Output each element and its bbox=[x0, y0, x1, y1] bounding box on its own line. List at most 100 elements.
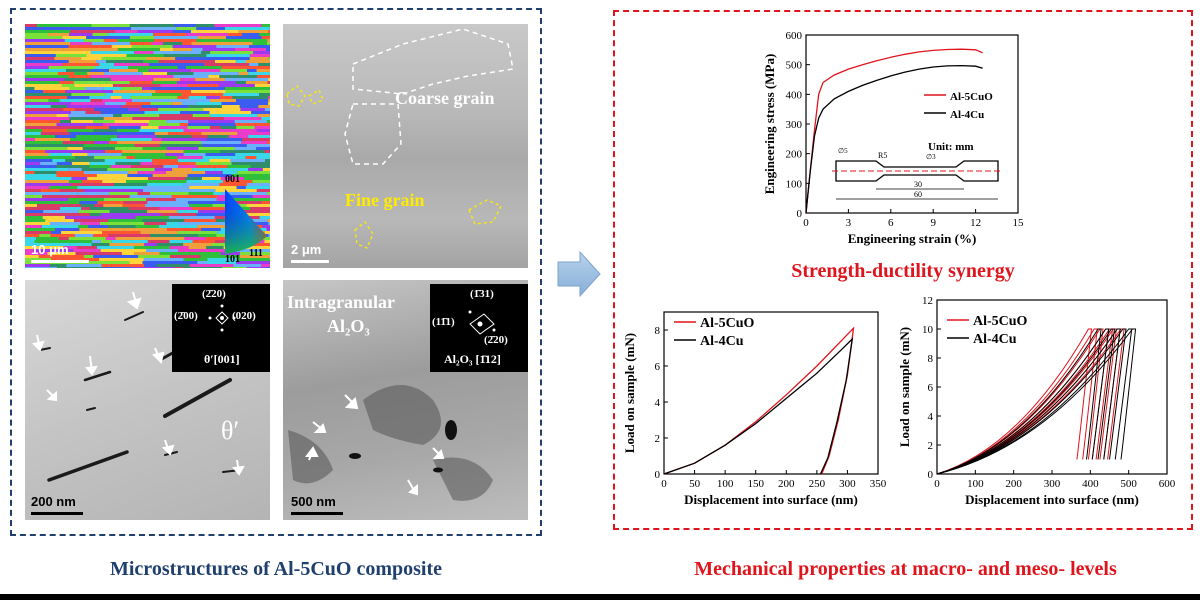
ebsd-grain bbox=[73, 81, 107, 84]
ebsd-grain bbox=[88, 225, 108, 228]
ebsd-grain bbox=[180, 111, 210, 114]
ebsd-grain bbox=[69, 132, 117, 135]
ebsd-grain bbox=[123, 201, 148, 204]
ebsd-grain bbox=[62, 63, 100, 66]
ebsd-grain bbox=[209, 126, 221, 129]
ebsd-grain bbox=[56, 174, 97, 177]
ebsd-grain bbox=[149, 120, 167, 123]
ebsd-grain bbox=[186, 180, 223, 183]
ebsd-grain bbox=[54, 228, 80, 231]
ebsd-grain bbox=[174, 24, 196, 27]
ebsd-grain bbox=[33, 192, 78, 195]
ebsd-grain bbox=[102, 267, 133, 268]
theta-prime-label: θ′ bbox=[221, 416, 240, 445]
ebsd-grain bbox=[234, 120, 267, 123]
ebsd-grain bbox=[184, 237, 206, 240]
x-tick-label: 200 bbox=[1005, 478, 1022, 490]
right-caption: Mechanical properties at macro- and meso… bbox=[694, 558, 1117, 580]
ebsd-grain bbox=[25, 84, 62, 87]
ebsd-grain bbox=[152, 81, 177, 84]
ebsd-grain bbox=[107, 144, 135, 147]
ebsd-grain bbox=[103, 204, 123, 207]
ebsd-grain bbox=[56, 165, 90, 168]
ebsd-grain bbox=[37, 204, 81, 207]
ebsd-grain bbox=[74, 72, 88, 75]
ebsd-grain bbox=[96, 246, 135, 249]
ebsd-grain bbox=[267, 69, 270, 72]
y-tick-label: 100 bbox=[786, 178, 803, 190]
microstructure-panel bbox=[10, 8, 542, 536]
ebsd-grain bbox=[191, 42, 231, 45]
ebsd-grain bbox=[25, 147, 68, 150]
ebsd-grain bbox=[207, 135, 229, 138]
ebsd-grain bbox=[40, 189, 60, 192]
ebsd-grain bbox=[220, 150, 265, 153]
ebsd-grain bbox=[25, 198, 69, 201]
saed-spot-label: (020) bbox=[232, 310, 256, 322]
ebsd-grain bbox=[228, 33, 243, 36]
ebsd-grain bbox=[235, 60, 246, 63]
ebsd-grain bbox=[25, 189, 41, 192]
saed-spot-label: (11̄1) bbox=[432, 316, 455, 328]
ebsd-grain bbox=[25, 63, 63, 66]
ebsd-grain bbox=[137, 192, 150, 195]
ebsd-grain bbox=[59, 81, 74, 84]
ebsd-grain bbox=[25, 150, 46, 153]
ebsd-grain bbox=[25, 120, 61, 123]
ebsd-grain bbox=[188, 96, 207, 99]
ebsd-grain bbox=[68, 45, 112, 48]
ebsd-grain bbox=[237, 132, 270, 135]
ebsd-grain bbox=[268, 234, 270, 237]
ebsd-grain bbox=[236, 99, 269, 102]
ebsd-grain bbox=[102, 180, 126, 183]
ebsd-grain bbox=[210, 129, 257, 132]
ebsd-grain bbox=[147, 183, 184, 186]
ebsd-grain bbox=[187, 105, 222, 108]
ebsd-grain bbox=[61, 51, 91, 54]
ebsd-grain bbox=[48, 153, 72, 156]
ebsd-grain bbox=[248, 72, 270, 75]
ebsd-grain bbox=[160, 213, 197, 216]
ebsd-grain bbox=[198, 147, 235, 150]
ebsd-grain bbox=[70, 30, 116, 33]
ebsd-grain bbox=[106, 81, 130, 84]
ebsd-grain bbox=[116, 132, 155, 135]
ebsd-grain bbox=[246, 144, 270, 147]
ebsd-grain bbox=[227, 63, 250, 66]
ebsd-grain bbox=[39, 234, 51, 237]
ebsd-grain bbox=[25, 258, 52, 261]
ebsd-grain bbox=[148, 123, 180, 126]
ebsd-grain bbox=[116, 129, 140, 132]
ebsd-grain bbox=[25, 165, 57, 168]
ebsd-grain bbox=[96, 174, 128, 177]
ebsd-grain bbox=[138, 69, 149, 72]
x-tick-label: 9 bbox=[930, 217, 936, 229]
ebsd-grain bbox=[192, 207, 227, 210]
ebsd-grain bbox=[83, 39, 104, 42]
x-tick-label: 0 bbox=[661, 478, 667, 490]
legend-label: Al-5CuO bbox=[973, 314, 1028, 329]
ebsd-grain bbox=[205, 153, 236, 156]
ebsd-grain bbox=[180, 78, 196, 81]
ebsd-grain bbox=[214, 60, 236, 63]
ebsd-grain bbox=[236, 258, 270, 261]
ebsd-grain bbox=[163, 42, 183, 45]
ebsd-grain bbox=[126, 54, 164, 57]
tem2-scale-bar bbox=[291, 512, 343, 515]
nanoindent-chart-1: 0 50 100 150 200 250 300 350 0 2 4 6 8 Displacement i… bbox=[622, 311, 887, 507]
ebsd-grain bbox=[222, 267, 247, 268]
synergy-title: Strength-ductility synergy bbox=[791, 260, 1015, 282]
ebsd-grain bbox=[36, 237, 59, 240]
ebsd-grain bbox=[240, 252, 270, 255]
ebsd-grain bbox=[246, 81, 268, 84]
ebsd-grain bbox=[209, 111, 252, 114]
ebsd-grain bbox=[134, 156, 178, 159]
ebsd-grain bbox=[155, 135, 192, 138]
ebsd-grain bbox=[25, 141, 63, 144]
y-axis-label: Load on sample (mN) bbox=[897, 327, 912, 447]
ebsd-grain bbox=[112, 90, 156, 93]
ebsd-grain bbox=[177, 156, 203, 159]
ebsd-grain bbox=[144, 243, 158, 246]
ebsd-grain bbox=[103, 87, 122, 90]
ebsd-grain bbox=[25, 225, 42, 228]
